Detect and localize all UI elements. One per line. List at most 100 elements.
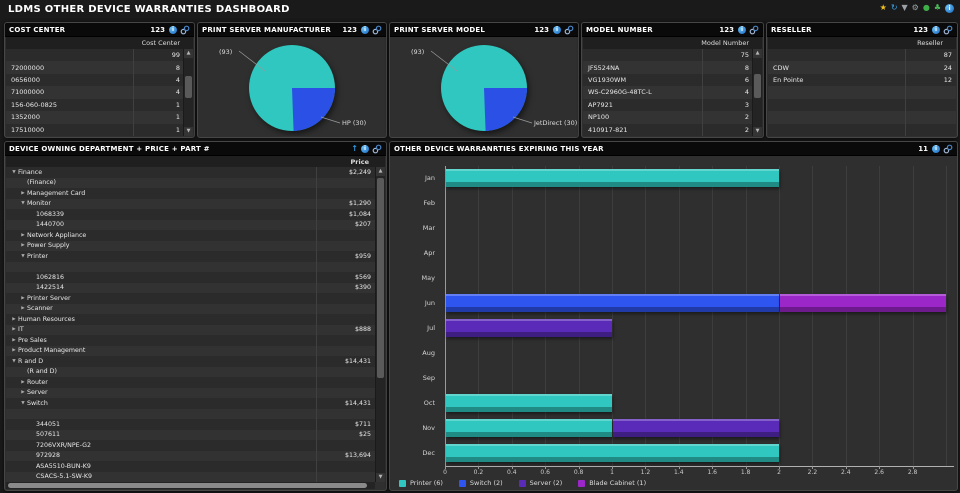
table-row[interactable] (768, 123, 956, 136)
sort-up-icon[interactable]: ↑ (351, 144, 358, 153)
expand-arrow-icon[interactable]: ▶ (12, 337, 16, 343)
bar-segment[interactable] (446, 169, 779, 187)
drilldown-link-icon[interactable] (180, 25, 190, 35)
drilldown-link-icon[interactable] (564, 25, 574, 35)
tree-row[interactable]: ▶ Scanner (6, 303, 375, 314)
drilldown-link-icon[interactable] (372, 144, 382, 154)
tree-row[interactable]: ▶ Human Resources (6, 314, 375, 325)
table-row[interactable]: AP7921 3 (583, 98, 753, 112)
tree-row[interactable]: ASA5510-BUN-K9 (6, 461, 375, 472)
bar-segment[interactable] (446, 394, 612, 412)
drilldown-link-icon[interactable] (943, 144, 953, 154)
table-row[interactable]: CDW 24 (768, 61, 956, 74)
wrench-icon[interactable]: ⚙ (911, 3, 919, 12)
scroll-up-icon[interactable]: ▲ (376, 167, 385, 176)
table-row[interactable]: JFS524NA 8 (583, 61, 753, 74)
collapse-arrow-icon[interactable]: ▼ (21, 253, 25, 259)
tree-row[interactable]: 1062816 $569 (6, 272, 375, 283)
tree-row[interactable]: ▶ Router (6, 377, 375, 388)
table-row[interactable]: 99 (6, 49, 184, 62)
scroll-thumb[interactable] (754, 74, 761, 98)
info-icon[interactable]: i (932, 144, 940, 153)
info-icon[interactable]: i (738, 25, 746, 34)
filter-icon[interactable]: ▼ (901, 3, 908, 12)
info-icon[interactable]: i (945, 3, 954, 13)
expand-arrow-icon[interactable]: ▶ (21, 390, 25, 396)
bar-segment[interactable] (446, 419, 612, 437)
legend-item[interactable]: Printer (6) (399, 479, 443, 487)
table-row[interactable]: WS-C2960G-48TC-L 4 (583, 86, 753, 99)
tree-row[interactable]: ▶ Product Management (6, 345, 375, 356)
expand-arrow-icon[interactable]: ▶ (21, 243, 25, 249)
tree-row[interactable]: 1422514 $390 (6, 282, 375, 293)
tree-row[interactable]: ▼ Switch $14,431 (6, 398, 375, 409)
info-icon[interactable]: i (361, 25, 369, 34)
tree-row[interactable] (6, 408, 375, 419)
pie-chart[interactable]: (93) JetDirect (30) (391, 37, 577, 136)
tree-row[interactable]: ▼ Monitor $1,290 (6, 198, 375, 209)
table-row[interactable]: 71000000 4 (6, 86, 184, 99)
tree-row[interactable]: (R and D) (6, 366, 375, 377)
tree-row[interactable]: CSACS-5.1-SW-K9 (6, 471, 375, 482)
pie-slice[interactable] (292, 88, 335, 131)
vertical-scrollbar[interactable]: ▲ ▼ (375, 167, 385, 482)
vertical-scrollbar[interactable]: ▲ ▼ (752, 49, 762, 136)
tree-row[interactable]: ▶ Network Appliance (6, 230, 375, 241)
table-row[interactable]: VG1930WM 6 (583, 73, 753, 87)
drilldown-link-icon[interactable] (943, 25, 953, 35)
drilldown-link-icon[interactable] (749, 25, 759, 35)
table-row[interactable]: NP100 2 (583, 111, 753, 124)
tree-row[interactable]: ▶ Management Card (6, 188, 375, 199)
scroll-up-icon[interactable]: ▲ (184, 49, 193, 58)
scroll-down-icon[interactable]: ▼ (753, 127, 762, 136)
table-row[interactable]: 0656000 4 (6, 73, 184, 87)
tree-row[interactable]: ▶ IT $888 (6, 324, 375, 335)
drilldown-link-icon[interactable] (372, 25, 382, 35)
table-row[interactable]: 17510000 1 (6, 123, 184, 136)
expand-arrow-icon[interactable]: ▶ (12, 327, 16, 333)
expand-arrow-icon[interactable]: ▶ (21, 295, 25, 301)
pie-chart[interactable]: (93) HP (30) (199, 37, 385, 136)
table-row[interactable]: 75 (583, 49, 753, 62)
table-row[interactable] (768, 86, 956, 99)
scroll-thumb[interactable] (8, 483, 367, 488)
table-row[interactable]: 156-060-0825 1 (6, 98, 184, 112)
globe-icon[interactable]: ● (922, 3, 930, 12)
collapse-arrow-icon[interactable]: ▼ (21, 400, 25, 406)
legend-item[interactable]: Switch (2) (458, 479, 503, 487)
scroll-up-icon[interactable]: ▲ (753, 49, 762, 58)
tree-row[interactable]: ▼ Printer $959 (6, 251, 375, 262)
tree-row[interactable]: 1440700 $207 (6, 219, 375, 230)
bar-segment[interactable] (446, 444, 779, 462)
scroll-down-icon[interactable]: ▼ (184, 127, 193, 136)
table-row[interactable]: 1352000 1 (6, 111, 184, 124)
expand-arrow-icon[interactable]: ▶ (21, 306, 25, 312)
legend-item[interactable]: Server (2) (518, 479, 562, 487)
info-icon[interactable]: i (361, 144, 369, 153)
bar-segment[interactable] (446, 319, 612, 337)
collapse-arrow-icon[interactable]: ▼ (21, 201, 25, 207)
users-icon[interactable]: ♣ (933, 3, 941, 12)
bar-segment[interactable] (446, 294, 779, 312)
info-icon[interactable]: i (553, 25, 561, 34)
star-icon[interactable]: ★ (879, 3, 887, 12)
tree-row[interactable]: ▶ Server (6, 387, 375, 398)
table-row[interactable] (768, 111, 956, 124)
scroll-down-icon[interactable]: ▼ (376, 473, 385, 482)
table-row[interactable]: En Pointe 12 (768, 73, 956, 87)
tree-row[interactable]: ▼ Finance $2,249 (6, 167, 375, 178)
tree-row[interactable]: ▶ Pre Sales (6, 335, 375, 346)
expand-arrow-icon[interactable]: ▶ (12, 348, 16, 354)
tree-row[interactable]: (Finance) (6, 177, 375, 188)
scroll-thumb[interactable] (377, 178, 384, 378)
tree-row[interactable] (6, 261, 375, 272)
tree-row[interactable]: 972928 $13,694 (6, 450, 375, 461)
expand-arrow-icon[interactable]: ▶ (21, 232, 25, 238)
horizontal-scrollbar[interactable] (6, 482, 375, 489)
tree-row[interactable]: 7206VXR/NPE-G2 (6, 440, 375, 451)
tree-row[interactable]: 507611 $25 (6, 429, 375, 440)
table-row[interactable]: 72000000 8 (6, 61, 184, 74)
tree-row[interactable]: ▶ Printer Server (6, 293, 375, 304)
tree-row[interactable]: ▼ R and D $14,431 (6, 356, 375, 367)
expand-arrow-icon[interactable]: ▶ (21, 379, 25, 385)
